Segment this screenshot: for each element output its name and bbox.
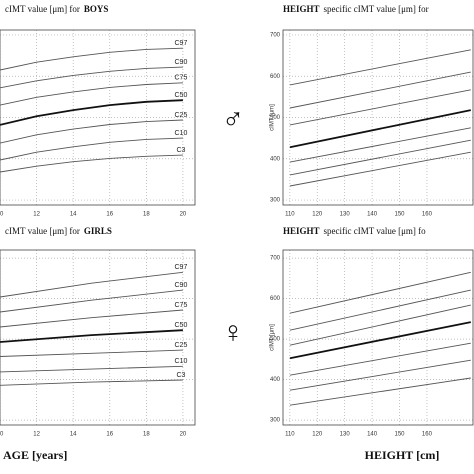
chart-title: cIMT value [μm] for BOYS	[5, 4, 108, 14]
x-tick-label: 140	[367, 432, 378, 438]
series-label: C3	[176, 147, 185, 154]
series-label: C97	[175, 40, 188, 47]
x-tick-label: 140	[367, 212, 378, 218]
percentile-line	[289, 342, 471, 376]
y-tick-label: 300	[270, 198, 281, 204]
x-tick-label: 18	[143, 212, 150, 218]
percentile-line	[289, 71, 471, 109]
title-part: specific cIMT value [μm] fo	[324, 226, 427, 236]
title-part: HEIGHT	[283, 4, 320, 14]
x-tick-label: 160	[422, 432, 433, 438]
x-tick-label: 150	[395, 212, 406, 218]
series-label: C25	[175, 112, 188, 119]
chart-title: HEIGHT specific cIMT value [μm] fo	[283, 226, 426, 236]
percentile-line	[0, 289, 183, 313]
title-part: specific cIMT value [μm] for	[324, 4, 429, 14]
plot-frame	[0, 29, 196, 206]
x-tick-label: 14	[70, 432, 77, 438]
percentile-line	[289, 49, 471, 86]
percentile-line	[289, 304, 471, 346]
percentile-line	[289, 321, 471, 360]
x-tick-label: 16	[106, 432, 113, 438]
plot-frame	[282, 249, 474, 426]
y-tick-label: 700	[270, 256, 281, 262]
plot-frame	[282, 29, 474, 206]
x-tick-label: 14	[70, 212, 77, 218]
percentile-line	[0, 66, 183, 89]
x-tick-label: 110	[285, 212, 295, 218]
percentile-line	[0, 154, 183, 173]
x-tick-label: 160	[422, 212, 433, 218]
x-tick-label: 120	[312, 212, 323, 218]
percentile-line	[289, 151, 471, 187]
percentile-line	[289, 109, 471, 149]
y-tick-label: 500	[270, 115, 281, 121]
series-label: C97	[175, 264, 188, 271]
title-part: cIMT value [μm] for	[5, 226, 80, 236]
percentile-line	[289, 127, 471, 163]
percentile-line	[289, 289, 471, 331]
percentile-line	[0, 82, 183, 106]
percentile-line	[0, 271, 183, 298]
x-tick-label: 150	[395, 432, 406, 438]
percentile-line	[0, 329, 183, 343]
series-label: C90	[175, 59, 188, 66]
series-label: C10	[175, 130, 188, 137]
y-tick-label: 500	[270, 337, 281, 343]
title-part: HEIGHT	[283, 226, 320, 236]
percentile-line	[289, 377, 471, 406]
x-tick-label: 12	[33, 212, 40, 218]
y-tick-label: 700	[270, 33, 281, 39]
percentile-line	[0, 349, 183, 357]
series-label: C25	[175, 342, 188, 349]
x-tick-label: 20	[180, 432, 187, 438]
x-tick-label: 18	[143, 432, 150, 438]
series-label: C50	[175, 92, 188, 99]
y-tick-label: 400	[270, 377, 281, 383]
percentile-line	[0, 365, 183, 373]
percentile-line	[289, 89, 471, 126]
female-symbol: ♀	[222, 316, 245, 349]
title-part: BOYS	[84, 4, 109, 14]
percentile-line	[0, 379, 183, 386]
x-tick-label: 130	[340, 432, 351, 438]
x-axis-label: AGE [years]	[3, 448, 67, 462]
y-tick-label: 600	[270, 74, 281, 80]
x-tick-label: 10	[0, 432, 4, 438]
series-label: C3	[176, 372, 185, 379]
percentile-line	[0, 99, 183, 126]
chart-title: cIMT value [μm] for GIRLS	[5, 226, 112, 236]
percentile-line	[289, 271, 471, 314]
x-tick-label: 12	[33, 432, 40, 438]
percentile-line	[0, 137, 183, 161]
male-symbol: ♂	[222, 103, 245, 136]
series-label: C75	[175, 302, 188, 309]
y-axis-label: cIMT [µm]	[270, 104, 276, 131]
y-axis-label: cIMT [µm]	[270, 324, 276, 351]
x-tick-label: 20	[180, 212, 187, 218]
series-label: C75	[175, 75, 188, 82]
percentile-line	[289, 359, 471, 391]
x-tick-label: 16	[106, 212, 113, 218]
x-tick-label: 130	[340, 212, 351, 218]
y-tick-label: 600	[270, 296, 281, 302]
percentile-line	[0, 47, 183, 71]
series-label: C50	[175, 322, 188, 329]
percentile-line	[0, 119, 183, 144]
chart-title: HEIGHT specific cIMT value [μm] for	[283, 4, 429, 14]
x-axis-label: HEIGHT [cm]	[365, 448, 440, 462]
plot-frame	[0, 249, 196, 426]
y-tick-label: 400	[270, 156, 281, 162]
y-tick-label: 300	[270, 418, 281, 424]
x-tick-label: 10	[0, 212, 4, 218]
x-tick-label: 120	[312, 432, 323, 438]
percentile-line	[0, 309, 183, 328]
series-label: C90	[175, 282, 188, 289]
percentile-line	[289, 139, 471, 176]
title-part: GIRLS	[84, 226, 112, 236]
series-label: C10	[175, 358, 188, 365]
x-tick-label: 110	[285, 432, 295, 438]
title-part: cIMT value [μm] for	[5, 4, 80, 14]
